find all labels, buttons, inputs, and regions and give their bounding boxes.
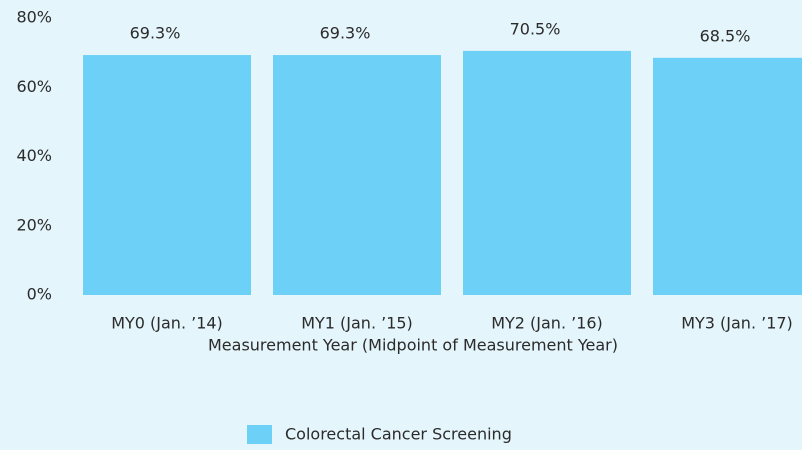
bar xyxy=(83,55,251,295)
bar xyxy=(273,55,441,295)
y-tick-label: 80% xyxy=(16,8,52,27)
value-label: 69.3% xyxy=(320,24,371,43)
y-tick-label: 60% xyxy=(16,77,52,96)
value-label: 70.5% xyxy=(510,19,561,38)
legend-label: Colorectal Cancer Screening xyxy=(285,425,512,444)
x-tick-label: MY3 (Jan. ’17) xyxy=(681,314,793,333)
value-label: 68.5% xyxy=(700,26,751,45)
x-axis-title: Measurement Year (Midpoint of Measuremen… xyxy=(208,336,618,355)
x-tick-label: MY0 (Jan. ’14) xyxy=(111,314,223,333)
y-tick-label: 20% xyxy=(16,215,52,234)
y-tick-label: 40% xyxy=(16,146,52,165)
legend-swatch xyxy=(247,425,272,444)
x-tick-label: MY2 (Jan. ’16) xyxy=(491,314,603,333)
y-tick-label: 0% xyxy=(27,285,52,304)
bar xyxy=(463,50,631,295)
bar xyxy=(653,57,802,295)
value-label: 69.3% xyxy=(130,24,181,43)
x-tick-label: MY1 (Jan. ’15) xyxy=(301,314,413,333)
